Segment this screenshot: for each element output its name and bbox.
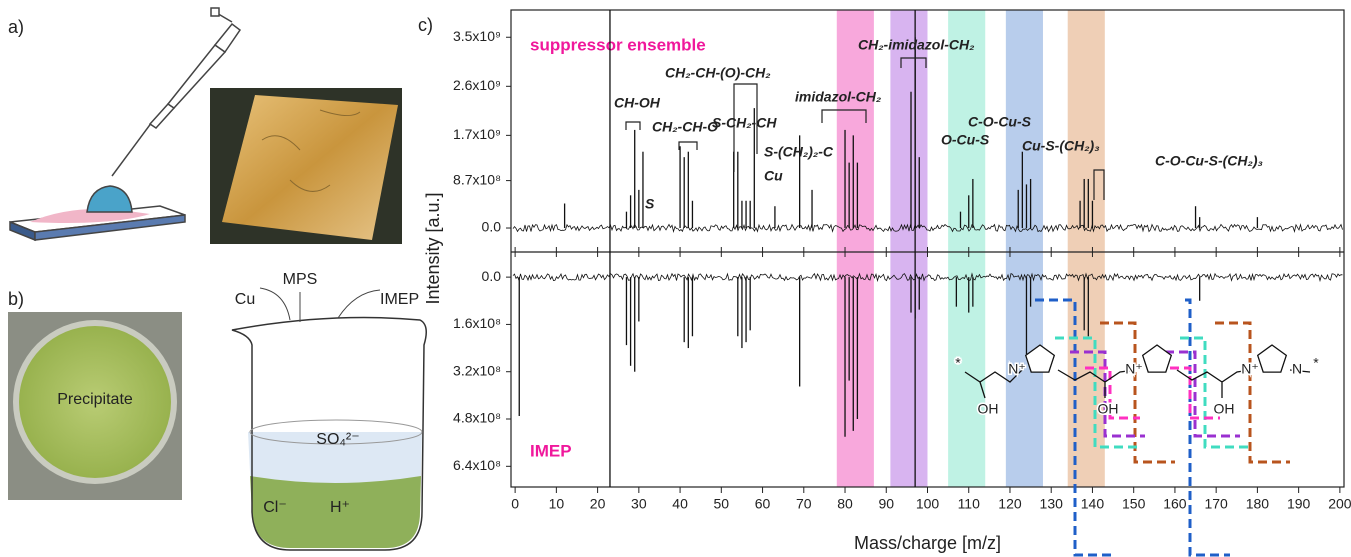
reagent-label: MPS	[283, 271, 318, 288]
highlight-band	[948, 10, 986, 487]
atom-label: *	[1313, 355, 1319, 371]
panel-label: a)	[8, 17, 24, 37]
annotation-bracket	[678, 141, 698, 150]
fragment-outline	[1100, 321, 1290, 464]
atom-label: OH	[1098, 401, 1119, 417]
chart-background	[836, 10, 1105, 487]
x-tick-label: 170	[1204, 496, 1228, 512]
highlight-band	[890, 10, 928, 487]
imidazole-ring	[1141, 344, 1173, 373]
x-tick-label: 200	[1328, 496, 1351, 512]
peak-annotation: S	[645, 196, 655, 212]
peak-annotation: C-O-Cu-S	[968, 114, 1032, 130]
pipette-illustration	[9, 7, 242, 242]
peak-annotation: O-Cu-S	[941, 132, 990, 148]
atom-label: OH	[978, 401, 999, 417]
y-tick-label: 6.4x10⁸	[453, 457, 501, 473]
x-tick-label: 70	[796, 496, 812, 512]
peak-annotation: C-O-Cu-S-(CH₂)₃	[1155, 153, 1263, 169]
peak-annotation: CH-OH	[614, 95, 661, 111]
panel-label: b)	[8, 289, 24, 309]
y-tick-label: 2.6x10⁹	[453, 77, 501, 93]
precipitate-photo	[8, 312, 182, 500]
ion-label: SO₄²⁻	[316, 431, 359, 448]
annotation-bracket	[821, 109, 867, 123]
baseline-noise	[512, 272, 1343, 283]
spectrum-chart: 0 10 20 30 40 50 60 70 80 90 100 110 120 130 140 150 160…	[423, 9, 1351, 553]
highlight-band	[1005, 10, 1043, 487]
x-tick-label: 150	[1122, 496, 1146, 512]
peak-annotation: S-CH₂-CH	[712, 115, 777, 131]
chain	[964, 369, 1311, 399]
x-tick-label: 190	[1287, 496, 1311, 512]
x-tick-label: 130	[1040, 496, 1064, 512]
x-tick-label: 110	[958, 496, 981, 512]
y-tick-label: 4.8x10⁸	[453, 410, 501, 426]
annotation-bracket	[900, 57, 927, 68]
x-tick-label: 0	[511, 496, 519, 512]
highlight-band	[836, 10, 874, 487]
x-tick-label: 160	[1163, 496, 1187, 512]
fragment-outline	[1035, 298, 1230, 557]
peak-annotation: Cu	[764, 168, 783, 184]
y-tick-label: 1.7x10⁹	[453, 126, 501, 142]
x-tick-label: 40	[672, 496, 688, 512]
annotation-bracket	[1093, 169, 1105, 200]
atom-label: N⁺	[1125, 361, 1143, 377]
x-tick-label: 180	[1246, 496, 1270, 512]
peak-annotation: imidazol-CH₂	[795, 89, 881, 105]
imidazole-ring	[1024, 344, 1056, 373]
fragment-outline	[1085, 366, 1220, 420]
y-tick-label: 3.2x10⁸	[453, 362, 501, 378]
imidazole-ring	[1256, 344, 1288, 373]
y-axis-title: Intensity [a.u.]	[423, 192, 443, 304]
ion-label: H⁺	[330, 499, 350, 516]
crystal-photo	[210, 88, 402, 244]
fragment-outline	[1055, 336, 1250, 449]
x-tick-label: 10	[549, 496, 565, 512]
ion-label: Cl⁻	[263, 499, 287, 516]
y-tick-label: 0.0	[482, 268, 502, 284]
atom-label: N⁺	[1241, 361, 1259, 377]
peak-annotation: CH₂-CH-(O)-CH₂	[665, 65, 771, 81]
y-tick-label: 0.0	[482, 219, 502, 235]
photo-label: Precipitate	[57, 391, 133, 408]
peak-annotation: Cu-S-(CH₂)₃	[1022, 138, 1100, 154]
annotation-bracket	[733, 83, 758, 172]
reagent-label: IMEP	[380, 291, 419, 308]
y-tick-label: 3.5x10⁹	[453, 28, 501, 44]
baseline-noise	[512, 223, 1343, 234]
chemical-structure: * OH N⁺ OH N⁺ OH N⁺ N *	[954, 298, 1321, 557]
x-tick-label: 30	[631, 496, 647, 512]
reagent-label: Cu	[235, 291, 255, 308]
legend-label: suppressor ensemble	[530, 35, 706, 54]
atom-label: N	[1292, 361, 1302, 377]
x-tick-label: 90	[878, 496, 894, 512]
y-tick-label: 8.7x10⁸	[453, 171, 501, 187]
peak-annotation: S-(CH₂)₂-C	[764, 144, 834, 160]
x-axis-title: Mass/charge [m/z]	[854, 533, 1001, 553]
peak-annotation: CH₂-imidazol-CH₂	[858, 37, 974, 53]
x-tick-label: 100	[916, 496, 940, 512]
atom-label: *	[955, 355, 961, 371]
y-tick-label: 1.6x10⁸	[453, 315, 501, 331]
x-tick-label: 50	[714, 496, 730, 512]
beaker	[231, 287, 427, 551]
x-tick-label: 120	[998, 496, 1022, 512]
atom-label: N⁺	[1008, 361, 1026, 377]
annotation-bracket	[625, 121, 641, 130]
panel-label: c)	[418, 15, 433, 35]
x-tick-label: 80	[837, 496, 853, 512]
x-tick-label: 140	[1081, 496, 1105, 512]
legend-label: IMEP	[530, 441, 572, 460]
x-tick-label: 20	[590, 496, 606, 512]
peak-annotation: CH₂-CH-O	[652, 119, 718, 135]
x-tick-label: 60	[755, 496, 771, 512]
atom-label: OH	[1214, 401, 1235, 417]
